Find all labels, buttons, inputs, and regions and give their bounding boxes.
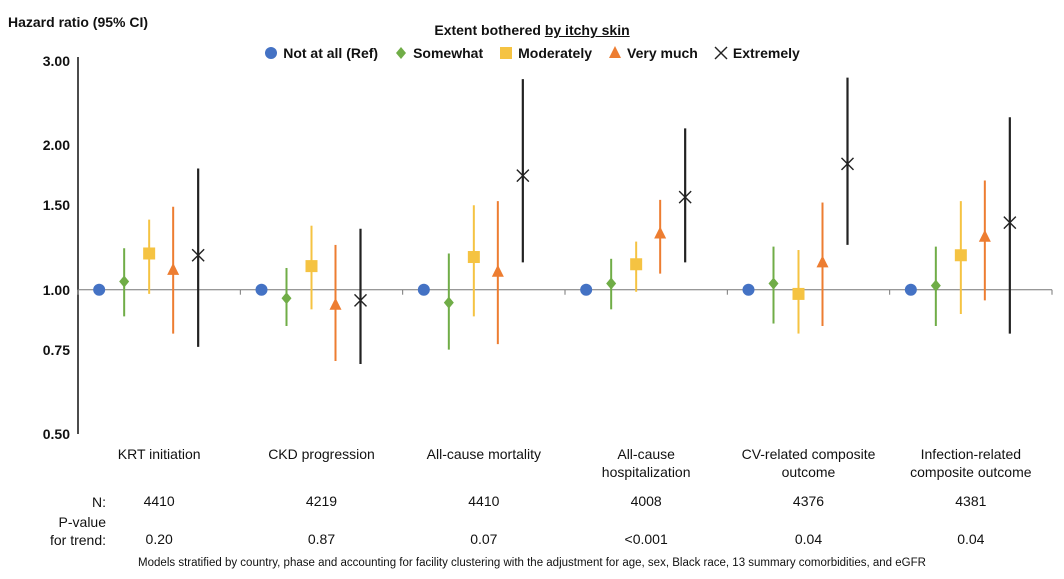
category-label: All-cause hospitalization	[601, 446, 691, 480]
legend-label: Very much	[627, 45, 698, 61]
point-circle	[255, 283, 268, 296]
legend-marker-x-stroke-b	[714, 46, 728, 60]
point-diamond	[119, 275, 130, 288]
point-x-stroke-b	[841, 157, 854, 171]
legend-marker-diamond	[396, 47, 407, 59]
legend-title-underlined: by itchy skin	[544, 22, 630, 38]
legend-marker-triangle	[609, 46, 622, 58]
legend-marker-diamond-icon	[396, 47, 407, 59]
point-circle	[904, 283, 917, 296]
point-square	[305, 260, 318, 273]
point-triangle	[491, 264, 504, 277]
legend-item-x: Extremely	[714, 45, 800, 61]
point-diamond	[281, 292, 292, 305]
n-value: 4008	[630, 493, 662, 509]
y-tick-label: 1.50	[42, 197, 70, 214]
legend-marker-x	[714, 46, 728, 60]
y-tick-label: 2.00	[42, 137, 70, 154]
p-trend-value: 0.04	[794, 531, 823, 547]
point-x	[354, 293, 367, 307]
point-triangle	[329, 297, 342, 310]
legend-marker-triangle-icon	[609, 46, 622, 58]
legend-label: Moderately	[518, 45, 593, 61]
point-triangle	[816, 255, 829, 268]
category-label: CV-related composite outcome	[741, 446, 876, 480]
legend: Not at all (Ref) Somewhat Moderately Very m…	[0, 45, 1064, 61]
legend-marker-circle-icon	[265, 47, 278, 59]
point-triangle	[167, 262, 180, 275]
n-value: 4410	[468, 493, 500, 509]
p-trend-value: 0.87	[307, 531, 336, 547]
category-label: CKD progression	[268, 446, 375, 462]
y-tick-label: 0.50	[42, 426, 70, 442]
n-value: 4219	[305, 493, 338, 509]
legend-marker-square	[500, 47, 513, 59]
point-square	[792, 287, 805, 300]
n-value: 4376	[792, 493, 825, 509]
legend-item-square: Moderately	[499, 45, 592, 61]
point-diamond	[443, 296, 454, 309]
p-trend-value: <0.001	[624, 531, 668, 547]
point-x	[516, 169, 530, 183]
point-triangle	[978, 229, 991, 242]
point-diamond	[606, 277, 617, 290]
p-trend-value: 0.04	[957, 531, 985, 547]
n-value: 4381	[955, 493, 987, 509]
footnote: Models stratified by country, phase and …	[138, 557, 926, 569]
point-circle	[93, 283, 106, 296]
point-square	[954, 249, 967, 262]
p-row-label-line1: P-value	[58, 514, 106, 530]
point-x	[678, 190, 692, 204]
legend-title: Extent bothered by itchy skin	[0, 22, 1064, 38]
p-trend-value: 0.20	[145, 531, 173, 547]
y-tick-label: 1.00	[42, 281, 70, 298]
y-tick-label: 3.00	[42, 53, 70, 69]
y-axis-label: Hazard ratio (95% CI)	[8, 14, 149, 30]
point-triangle	[654, 226, 667, 239]
point-square	[143, 247, 156, 260]
category-label: KRT initiation	[117, 446, 201, 462]
legend-label: Somewhat	[413, 45, 484, 61]
point-x-stroke-b	[1003, 216, 1017, 230]
point-square	[467, 251, 480, 264]
point-x	[191, 248, 205, 262]
point-circle	[417, 283, 430, 296]
legend-item-circle: Not at all (Ref)	[264, 45, 378, 61]
point-x-stroke-b	[354, 293, 367, 307]
point-x-stroke-b	[516, 169, 530, 183]
point-x-stroke-b	[678, 190, 692, 204]
category-label: All-cause mortality	[426, 446, 542, 462]
category-label: Infection-related composite outcome	[910, 446, 1032, 480]
legend-item-diamond: Somewhat	[394, 45, 483, 61]
legend-title-prefix: Extent bothered	[434, 22, 545, 38]
legend-label: Not at all (Ref)	[283, 45, 379, 61]
point-circle	[580, 283, 593, 296]
legend-item-triangle: Very much	[608, 45, 698, 61]
n-value: 4410	[143, 493, 175, 509]
p-row-label-line2: for trend:	[49, 532, 106, 548]
n-row-label: N:	[92, 494, 106, 510]
point-x	[1003, 216, 1017, 230]
point-diamond	[768, 277, 779, 290]
point-diamond	[930, 279, 941, 292]
p-trend-value: 0.07	[470, 531, 498, 547]
legend-label: Extremely	[732, 45, 800, 61]
point-x	[841, 157, 854, 171]
point-x-stroke-b	[191, 248, 205, 262]
y-tick-label: 0.75	[42, 341, 70, 358]
legend-marker-circle	[265, 47, 278, 59]
point-square	[630, 258, 643, 271]
point-circle	[742, 283, 755, 296]
legend-marker-x-icon	[714, 46, 728, 60]
legend-marker-square-icon	[500, 47, 513, 59]
